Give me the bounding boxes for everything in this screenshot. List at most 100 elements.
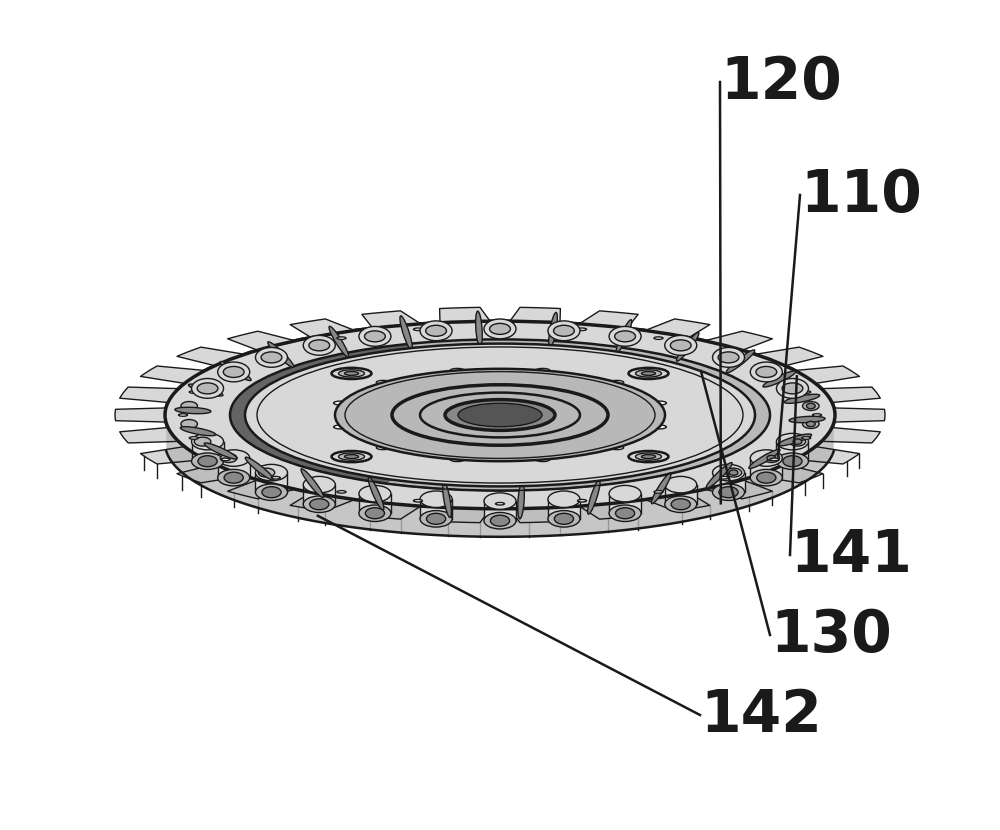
Ellipse shape: [303, 496, 335, 512]
Polygon shape: [290, 319, 355, 338]
Ellipse shape: [793, 439, 802, 444]
Ellipse shape: [726, 350, 755, 373]
Ellipse shape: [756, 367, 777, 378]
Ellipse shape: [628, 451, 668, 462]
Polygon shape: [795, 447, 859, 464]
Ellipse shape: [789, 437, 806, 446]
Ellipse shape: [188, 384, 223, 396]
Ellipse shape: [420, 393, 580, 437]
Ellipse shape: [628, 368, 668, 379]
Ellipse shape: [610, 446, 624, 450]
Polygon shape: [120, 387, 178, 403]
Polygon shape: [776, 442, 808, 461]
Ellipse shape: [484, 512, 516, 529]
Ellipse shape: [608, 432, 618, 435]
Polygon shape: [115, 408, 166, 422]
Ellipse shape: [382, 432, 392, 435]
Ellipse shape: [729, 470, 738, 476]
Ellipse shape: [194, 437, 211, 446]
Ellipse shape: [654, 491, 663, 493]
Ellipse shape: [725, 353, 742, 362]
Ellipse shape: [258, 468, 275, 477]
Ellipse shape: [803, 419, 819, 428]
Ellipse shape: [803, 402, 819, 411]
Ellipse shape: [430, 382, 440, 385]
Ellipse shape: [554, 513, 574, 525]
Polygon shape: [510, 507, 560, 523]
Ellipse shape: [536, 457, 550, 461]
Ellipse shape: [578, 328, 587, 330]
Ellipse shape: [767, 456, 776, 461]
Ellipse shape: [770, 369, 779, 372]
Ellipse shape: [192, 433, 224, 450]
Ellipse shape: [218, 450, 250, 466]
Ellipse shape: [802, 391, 811, 393]
Text: 120: 120: [720, 53, 842, 110]
Polygon shape: [822, 387, 880, 403]
Polygon shape: [705, 331, 772, 350]
Ellipse shape: [181, 402, 197, 411]
Ellipse shape: [376, 446, 390, 450]
Ellipse shape: [458, 403, 542, 427]
Ellipse shape: [670, 339, 691, 351]
Ellipse shape: [345, 455, 359, 458]
Ellipse shape: [749, 449, 780, 468]
Ellipse shape: [806, 422, 815, 427]
Ellipse shape: [776, 378, 808, 398]
Ellipse shape: [665, 335, 697, 355]
Ellipse shape: [652, 425, 666, 429]
Ellipse shape: [189, 391, 198, 393]
Ellipse shape: [303, 335, 335, 355]
Ellipse shape: [706, 462, 732, 488]
Polygon shape: [440, 307, 490, 323]
Ellipse shape: [615, 508, 635, 519]
Ellipse shape: [654, 337, 663, 339]
Ellipse shape: [729, 354, 738, 360]
Ellipse shape: [310, 499, 329, 510]
Ellipse shape: [806, 403, 815, 408]
Ellipse shape: [262, 486, 281, 498]
Ellipse shape: [368, 477, 384, 510]
Polygon shape: [750, 458, 782, 477]
Ellipse shape: [359, 505, 391, 521]
Polygon shape: [177, 347, 245, 366]
Polygon shape: [755, 347, 823, 366]
Ellipse shape: [484, 319, 516, 339]
Ellipse shape: [178, 413, 188, 417]
Polygon shape: [440, 507, 490, 523]
Ellipse shape: [665, 496, 697, 512]
Ellipse shape: [777, 434, 812, 446]
Ellipse shape: [189, 437, 198, 439]
Ellipse shape: [549, 312, 557, 348]
Ellipse shape: [635, 453, 661, 460]
Ellipse shape: [725, 468, 742, 477]
Ellipse shape: [615, 331, 635, 342]
Ellipse shape: [345, 372, 359, 375]
Polygon shape: [218, 458, 250, 477]
Ellipse shape: [609, 326, 641, 346]
Polygon shape: [665, 485, 697, 505]
Text: 110: 110: [800, 167, 922, 223]
Ellipse shape: [255, 348, 287, 368]
Ellipse shape: [271, 351, 280, 354]
Ellipse shape: [676, 333, 699, 361]
Polygon shape: [230, 344, 418, 484]
Ellipse shape: [750, 470, 782, 486]
Ellipse shape: [400, 316, 412, 350]
Ellipse shape: [776, 453, 808, 470]
Ellipse shape: [610, 380, 624, 384]
Polygon shape: [645, 492, 710, 511]
Ellipse shape: [763, 368, 780, 377]
Text: 142: 142: [700, 686, 822, 744]
Ellipse shape: [224, 472, 243, 483]
Ellipse shape: [365, 508, 385, 519]
Ellipse shape: [495, 450, 505, 453]
Polygon shape: [420, 499, 452, 519]
Ellipse shape: [793, 386, 802, 391]
Ellipse shape: [548, 321, 580, 340]
Polygon shape: [609, 494, 641, 513]
Ellipse shape: [175, 408, 211, 413]
Ellipse shape: [812, 413, 822, 417]
Ellipse shape: [560, 445, 570, 448]
Ellipse shape: [230, 339, 770, 491]
